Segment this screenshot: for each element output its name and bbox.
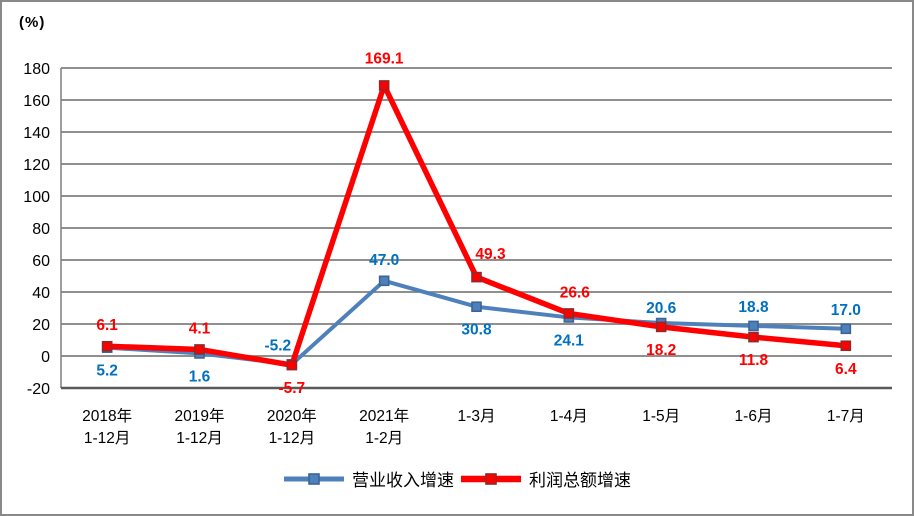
data-label: 6.1: [96, 317, 118, 334]
data-point: [748, 331, 759, 343]
x-axis-label: 2020年 1-12月: [267, 407, 317, 447]
data-label: 4.1: [189, 320, 211, 337]
x-axis-label: 2018年 1-12月: [82, 407, 132, 447]
data-point: [194, 344, 205, 355]
data-label: 20.6: [646, 300, 677, 317]
data-label: 24.1: [554, 332, 585, 349]
data-label: -5.7: [278, 380, 305, 397]
legend-swatch-profit-icon: [461, 472, 521, 485]
y-tick-label: 160: [23, 93, 50, 110]
legend-swatch-revenue-icon: [284, 472, 344, 485]
data-point: [101, 340, 113, 352]
data-label: -5.2: [264, 337, 291, 354]
x-axis-label: 1-3月: [458, 408, 496, 425]
legend-marker: [485, 472, 497, 485]
x-axis-label: 2019年 1-12月: [175, 407, 225, 447]
data-point: [655, 321, 667, 333]
data-label: 5.2: [96, 363, 118, 380]
y-tick-label: 80: [32, 221, 50, 238]
y-tick-label: 0: [41, 349, 50, 366]
data-point: [471, 301, 482, 313]
data-point: [286, 359, 298, 371]
legend-item-revenue: 营业收入增速: [283, 466, 454, 491]
data-label: 30.8: [461, 322, 492, 339]
data-point: [840, 340, 852, 352]
data-label: 1.6: [189, 368, 211, 385]
data-label: 17.0: [831, 302, 861, 319]
data-label: 11.8: [739, 352, 769, 369]
y-tick-label: 140: [23, 125, 50, 142]
y-tick-label: -20: [27, 381, 50, 398]
data-label: 169.1: [365, 50, 404, 67]
y-axis-unit-label: (%): [19, 14, 46, 31]
chart-legend: 营业收入增速 利润总额增速: [2, 466, 912, 491]
data-label: 6.4: [835, 361, 857, 378]
y-tick-label: 180: [23, 61, 50, 78]
data-label: 18.2: [646, 342, 676, 359]
legend-marker: [308, 472, 320, 485]
data-point: [471, 271, 482, 283]
data-point: [563, 308, 575, 319]
data-label: 26.6: [560, 284, 591, 301]
data-point: [378, 80, 390, 91]
data-label: 49.3: [475, 246, 506, 263]
y-tick-label: 100: [23, 189, 50, 206]
data-point: [378, 275, 390, 287]
y-tick-label: 60: [32, 253, 50, 270]
x-axis-label: 2021年 1-2月: [359, 407, 409, 447]
data-label: 47.0: [369, 252, 399, 269]
data-label: 18.8: [738, 299, 769, 316]
legend-label-revenue: 营业收入增速: [352, 471, 454, 490]
x-axis-label: 1-5月: [642, 408, 680, 425]
y-tick-label: 120: [23, 157, 50, 174]
x-axis-label: 1-7月: [827, 408, 865, 425]
x-axis-label: 1-6月: [735, 408, 773, 425]
y-tick-label: 40: [32, 285, 50, 302]
legend-item-profit: 利润总额增速: [460, 466, 631, 491]
data-point: [840, 323, 852, 335]
legend-label-profit: 利润总额增速: [529, 471, 631, 490]
y-tick-label: 20: [32, 317, 50, 334]
data-point: [748, 320, 759, 332]
x-axis-label: 1-4月: [550, 408, 588, 425]
